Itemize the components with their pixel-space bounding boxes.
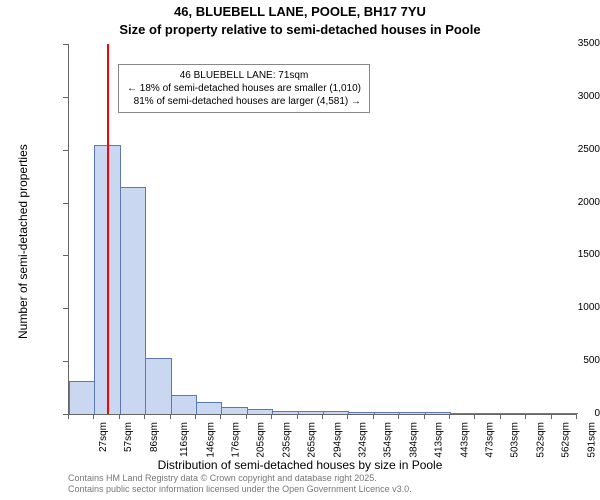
property-marker-line [107, 44, 109, 414]
x-tick-label: 354sqm [383, 422, 394, 458]
x-tick-label: 503sqm [510, 422, 521, 458]
x-tick-label: 116sqm [179, 422, 190, 457]
x-tick-mark [398, 414, 399, 419]
x-tick-mark [220, 414, 221, 419]
histogram-bar [145, 358, 171, 414]
x-tick-mark [246, 414, 247, 419]
x-tick-label: 205sqm [256, 422, 267, 458]
annotation-line2: ← 18% of semi-detached houses are smalle… [127, 82, 361, 95]
footer-line2: Contains public sector information licen… [68, 484, 412, 495]
x-tick-label: 27sqm [98, 422, 109, 452]
annotation-box: 46 BLUEBELL LANE: 71sqm ← 18% of semi-de… [118, 64, 370, 113]
x-tick-mark [322, 414, 323, 419]
x-tick-mark [68, 414, 69, 419]
x-tick-label: 176sqm [231, 422, 242, 458]
histogram-bar [450, 413, 476, 414]
y-tick-mark [63, 255, 68, 256]
x-tick-label: 562sqm [561, 422, 572, 458]
y-tick-mark [63, 44, 68, 45]
x-tick-mark [93, 414, 94, 419]
footer-line1: Contains HM Land Registry data © Crown c… [68, 473, 412, 484]
y-tick-label: 2500 [540, 144, 600, 155]
y-tick-mark [63, 308, 68, 309]
x-tick-mark [271, 414, 272, 419]
y-tick-label: 0 [540, 408, 600, 419]
x-tick-mark [119, 414, 120, 419]
x-tick-mark [424, 414, 425, 419]
y-axis-label: Number of semi-detached properties [16, 144, 30, 339]
histogram-bar [196, 402, 222, 414]
y-tick-label: 1500 [540, 249, 600, 260]
y-tick-mark [63, 203, 68, 204]
x-tick-mark [170, 414, 171, 419]
histogram-bar [221, 407, 247, 414]
x-tick-mark [195, 414, 196, 419]
x-tick-label: 57sqm [123, 422, 134, 452]
x-tick-label: 146sqm [205, 422, 216, 458]
y-tick-label: 3000 [540, 91, 600, 102]
x-tick-label: 86sqm [149, 422, 160, 452]
x-tick-mark [297, 414, 298, 419]
y-tick-mark [63, 97, 68, 98]
histogram-bar [475, 413, 501, 414]
histogram-bar [272, 411, 298, 414]
x-axis-label: Distribution of semi-detached houses by … [0, 458, 600, 472]
x-tick-label: 591sqm [586, 422, 597, 458]
x-tick-mark [373, 414, 374, 419]
histogram-bar [120, 187, 146, 414]
x-tick-mark [449, 414, 450, 419]
footer-attribution: Contains HM Land Registry data © Crown c… [68, 473, 412, 495]
annotation-line3: 81% of semi-detached houses are larger (… [127, 95, 361, 108]
histogram-bar [399, 412, 425, 414]
chart-container: 46, BLUEBELL LANE, POOLE, BH17 7YU Size … [0, 0, 600, 500]
x-tick-label: 532sqm [535, 422, 546, 458]
x-tick-mark [500, 414, 501, 419]
x-tick-label: 413sqm [434, 422, 445, 458]
histogram-bar [69, 381, 95, 414]
y-tick-label: 500 [540, 355, 600, 366]
x-tick-mark [347, 414, 348, 419]
x-tick-mark [525, 414, 526, 419]
annotation-line1: 46 BLUEBELL LANE: 71sqm [127, 69, 361, 82]
chart-title-line1: 46, BLUEBELL LANE, POOLE, BH17 7YU [0, 4, 600, 19]
histogram-bar [501, 413, 527, 414]
histogram-bar [348, 412, 374, 414]
x-tick-mark [576, 414, 577, 419]
x-tick-label: 384sqm [408, 422, 419, 458]
histogram-bar [171, 395, 197, 414]
x-tick-label: 235sqm [281, 422, 292, 458]
x-tick-mark [551, 414, 552, 419]
x-tick-label: 473sqm [485, 422, 496, 458]
x-tick-label: 294sqm [332, 422, 343, 458]
y-tick-mark [63, 150, 68, 151]
x-tick-label: 265sqm [307, 422, 318, 458]
histogram-bar [374, 412, 400, 414]
chart-title-line2: Size of property relative to semi-detach… [0, 22, 600, 37]
histogram-bar [323, 411, 349, 414]
histogram-bar [425, 412, 451, 414]
x-tick-mark [144, 414, 145, 419]
x-tick-label: 324sqm [358, 422, 369, 458]
y-tick-label: 2000 [540, 197, 600, 208]
histogram-bar [298, 411, 324, 414]
x-tick-label: 443sqm [459, 422, 470, 458]
y-tick-label: 1000 [540, 302, 600, 313]
y-tick-mark [63, 361, 68, 362]
x-tick-mark [474, 414, 475, 419]
y-tick-label: 3500 [540, 38, 600, 49]
histogram-bar [247, 409, 273, 414]
